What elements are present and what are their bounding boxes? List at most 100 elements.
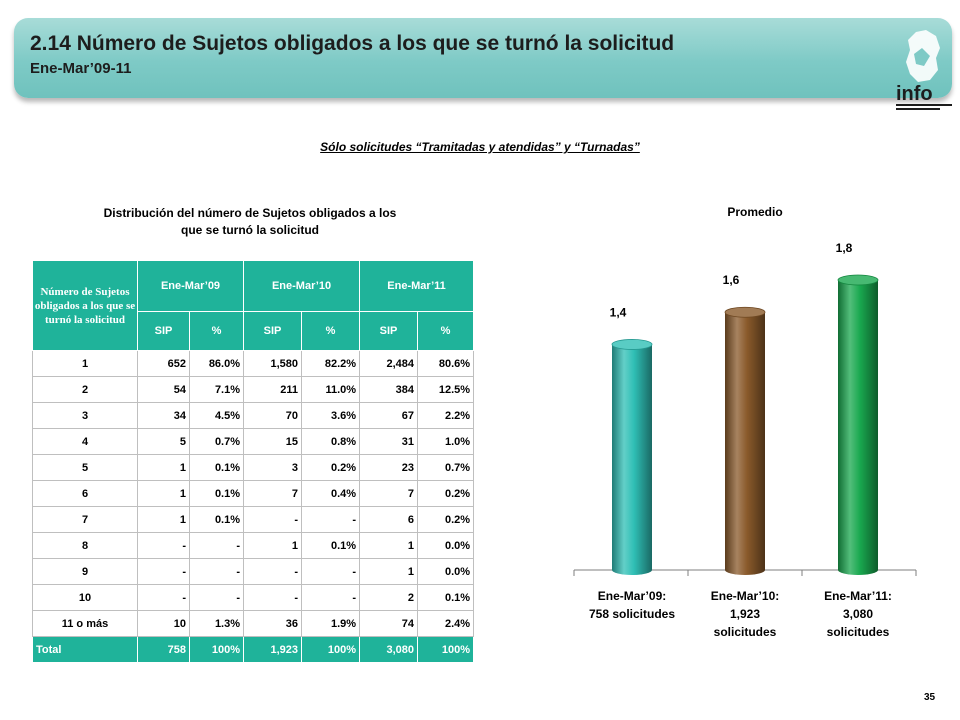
table-cell: 15 — [243, 428, 303, 455]
table-cell: 3.6% — [301, 402, 361, 429]
table-cell: 4.5% — [188, 402, 245, 429]
logo-text: info — [896, 83, 933, 105]
table-cell: 6 — [359, 506, 419, 533]
row-label: 9 — [32, 558, 138, 585]
table-row: 11 o más 10 1.3% 36 1.9% 74 2.4% — [32, 610, 475, 637]
table-cell: 12.5% — [417, 376, 475, 403]
table-cell: 2 — [359, 584, 419, 611]
table-cell: 1.3% — [188, 610, 245, 637]
table-cell: 0.7% — [188, 428, 245, 455]
table-cell: 0.2% — [417, 506, 475, 533]
table-cell: 34 — [137, 402, 190, 429]
table-cell: 2.4% — [417, 610, 475, 637]
sub-header: SIP — [359, 311, 419, 351]
table-cell: 80.6% — [417, 350, 475, 377]
row-label: 4 — [32, 428, 138, 455]
table-cell: - — [188, 532, 245, 559]
corner-header: Número de Sujetos obligados a los que se… — [32, 260, 138, 351]
table-cell: 10 — [137, 610, 190, 637]
average-bar-chart: 1,4 Ene-Mar’09: 758 solicitudes 1,6 Ene-Mar’… — [573, 241, 917, 639]
table-cell: - — [243, 558, 303, 585]
table-cell: 1 — [137, 506, 190, 533]
table-cell: 100% — [417, 636, 475, 663]
category-label: Ene-Mar’10: — [711, 589, 779, 603]
row-label: 7 — [32, 506, 138, 533]
table-cell: 36 — [243, 610, 303, 637]
category-label: 3,080 — [843, 607, 873, 621]
bar — [838, 280, 878, 575]
table-cell: 0.2% — [417, 480, 475, 507]
sub-header: SIP — [137, 311, 190, 351]
table-cell: 758 — [137, 636, 190, 663]
table-cell: - — [188, 584, 245, 611]
table-cell: 0.1% — [417, 584, 475, 611]
chart-marks: 1,4 Ene-Mar’09: 758 solicitudes 1,6 Ene-Mar’… — [573, 241, 917, 639]
table-cell: 1 — [359, 532, 419, 559]
table-cell: 7 — [359, 480, 419, 507]
table-cell: 1,923 — [243, 636, 303, 663]
row-label: Total — [32, 636, 138, 663]
period-header: Ene-Mar’09 — [136, 260, 245, 312]
table-body: 1 652 86.0% 1,580 82.2% 2,484 80.6% 2 54 7.1% 211 1… — [32, 350, 475, 663]
table-cell: 23 — [359, 454, 419, 481]
table-title: Distribución del número de Sujetos oblig… — [103, 206, 397, 237]
table-cell: 1 — [137, 480, 190, 507]
table-cell: 1,580 — [243, 350, 303, 377]
table-cell: 5 — [137, 428, 190, 455]
category-label: solicitudes — [714, 625, 777, 639]
table-cell: 0.8% — [301, 428, 361, 455]
table-row: 7 1 0.1% - -6 0.2% — [32, 506, 475, 533]
sub-header: % — [188, 311, 245, 351]
sub-header: % — [301, 311, 361, 351]
table-cell: - — [137, 584, 190, 611]
header-banner: 2.14 Número de Sujetos obligados a los q… — [14, 18, 952, 110]
table-cell: - — [188, 558, 245, 585]
sub-header: % — [417, 311, 475, 351]
table-cell: 0.1% — [301, 532, 361, 559]
period-header: Ene-Mar’11 — [359, 260, 475, 312]
table-cell: 0.0% — [417, 558, 475, 585]
filter-note: Sólo solicitudes “Tramitadas y atendidas… — [320, 140, 640, 154]
table-cell: 211 — [243, 376, 303, 403]
table-cell: 2,484 — [359, 350, 419, 377]
bar-cap — [611, 339, 653, 350]
table-cell: 31 — [359, 428, 419, 455]
category-label: solicitudes — [827, 625, 890, 639]
total-row: Total 758 100% 1,923 100% 3,080 100% — [32, 636, 475, 663]
table-row: 6 1 0.1% 7 0.4% 7 0.2% — [32, 480, 475, 507]
row-label: 2 — [32, 376, 138, 403]
category-label: Ene-Mar’11: — [824, 589, 892, 603]
table-cell: 0.1% — [188, 480, 245, 507]
table-cell: 54 — [137, 376, 190, 403]
table-cell: 82.2% — [301, 350, 361, 377]
table-cell: 0.4% — [301, 480, 361, 507]
category-label: 758 solicitudes — [589, 607, 675, 621]
table-row: 8- -1 0.1% 1 0.0% — [32, 532, 475, 559]
table-cell: 0.0% — [417, 532, 475, 559]
table-cell: 0.1% — [188, 454, 245, 481]
row-label: 6 — [32, 480, 138, 507]
table-cell: - — [301, 584, 361, 611]
row-label: 10 — [32, 584, 138, 611]
bar — [725, 312, 765, 575]
sub-header: SIP — [243, 311, 303, 351]
page-number: 35 — [924, 692, 936, 703]
table-row: 3 34 4.5% 70 3.6% 67 2.2% — [32, 402, 475, 429]
table-cell: 1.9% — [301, 610, 361, 637]
table-row: 5 1 0.1% 3 0.2% 23 0.7% — [32, 454, 475, 481]
category-label: Ene-Mar’09: — [598, 589, 666, 603]
table-cell: - — [137, 532, 190, 559]
table-cell: 7 — [243, 480, 303, 507]
table-cell: 0.7% — [417, 454, 475, 481]
table-cell: 74 — [359, 610, 419, 637]
table-cell: 384 — [359, 376, 419, 403]
table-cell: - — [301, 558, 361, 585]
row-label: 8 — [32, 532, 138, 559]
row-label: 5 — [32, 454, 138, 481]
data-label: 1,4 — [610, 305, 627, 319]
page-subtitle: Ene-Mar’09-11 — [30, 60, 132, 77]
data-label: 1,8 — [836, 241, 853, 255]
table-cell: - — [243, 506, 303, 533]
table-cell: 7.1% — [188, 376, 245, 403]
distribution-table: Número de Sujetos obligados a los que se… — [32, 260, 475, 663]
